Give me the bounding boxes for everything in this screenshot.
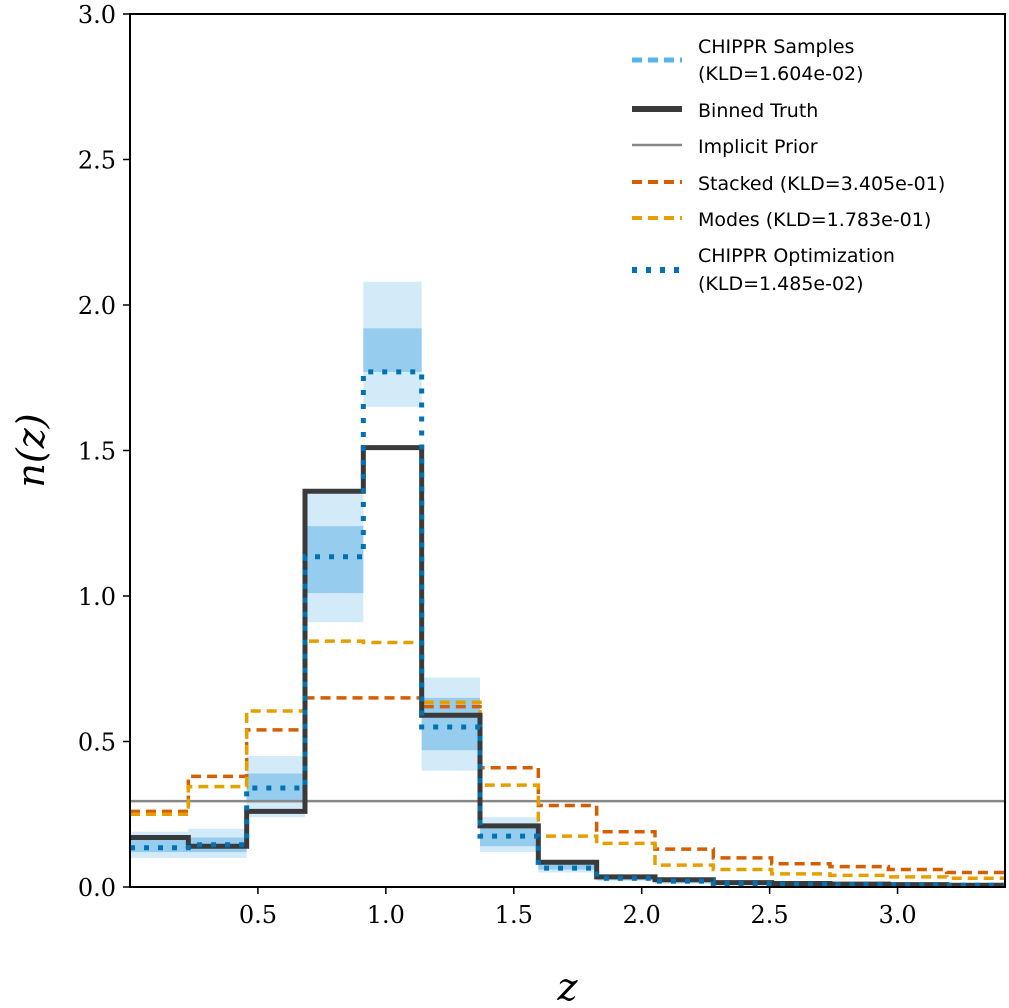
x-axis: 0.5 1.0 1.5 2.0 2.5 3.0 [239,887,917,929]
series-binned-line [130,445,1005,888]
legend-label: Binned Truth [698,100,818,122]
legend-label: Stacked (KLD=3.405e-01) [698,173,945,195]
y-tick-label: 2.5 [78,147,116,175]
legend-label: Implicit Prior [698,136,818,158]
legend-label: CHIPPR Optimization [698,245,895,267]
y-tick-label: 1.0 [78,583,116,611]
series-lines [130,369,1005,888]
x-tick-label: 2.5 [751,901,789,929]
y-tick-label: 0.0 [78,874,116,902]
x-tick-label: 1.5 [495,901,533,929]
x-tick-label: 1.0 [367,901,405,929]
legend-label: Modes (KLD=1.783e-01) [698,209,931,231]
x-axis-title: z [556,965,578,1008]
y-axis: 0.0 0.5 1.0 1.5 2.0 2.5 3.0 [78,1,130,902]
legend-label: CHIPPR Samples [698,36,854,58]
series-modes-line [130,639,1005,881]
y-tick-label: 1.5 [78,438,116,466]
band-inner-7 [538,863,597,870]
x-tick-label: 2.0 [623,901,661,929]
band-inner-4 [363,328,422,372]
x-tick-label: 0.5 [239,901,277,929]
y-axis-title: n(z) [9,413,53,487]
series-stacked-line [130,696,1005,875]
series-chippr-line [130,369,1005,888]
chippr-samples-bands [130,281,1005,887]
band-inner-3 [305,526,364,594]
legend: CHIPPR Samples (KLD=1.604e-02) Binned Trut… [632,36,945,295]
y-tick-label: 0.5 [78,729,116,757]
legend-label-kld: (KLD=1.485e-02) [698,273,864,295]
x-tick-label: 3.0 [878,901,916,929]
y-tick-label: 2.0 [78,292,116,320]
legend-label-kld: (KLD=1.604e-02) [698,63,864,85]
y-tick-label: 3.0 [78,1,116,29]
